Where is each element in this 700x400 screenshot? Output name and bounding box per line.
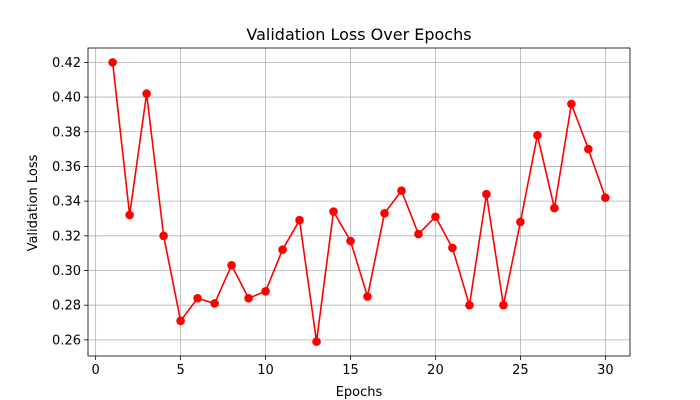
x-tick-label: 20 <box>427 363 444 378</box>
data-point <box>295 215 304 225</box>
data-point <box>312 337 321 346</box>
series-line <box>111 62 607 343</box>
data-point <box>550 203 559 213</box>
data-point <box>261 287 270 296</box>
series-layer <box>108 58 610 346</box>
data-point <box>584 144 593 154</box>
data-point <box>176 316 185 326</box>
data-point <box>210 299 219 308</box>
x-axis-ticks: 0 5 10 15 20 25 30 <box>92 356 614 378</box>
y-tick-label: 0.34 <box>52 195 81 210</box>
y-axis-ticks: 0.26 0.28 0.30 0.32 0.34 0.36 0.38 0.40 0.42 <box>52 56 88 348</box>
data-point <box>108 58 117 67</box>
data-point <box>533 130 542 140</box>
data-point <box>380 208 389 218</box>
data-point <box>482 189 491 199</box>
data-point <box>567 99 576 109</box>
x-tick-label: 5 <box>176 363 184 378</box>
y-tick-label: 0.28 <box>52 299 81 314</box>
data-point <box>227 260 236 270</box>
data-point <box>516 217 525 227</box>
data-point <box>193 293 202 303</box>
data-point <box>601 193 610 202</box>
data-point <box>431 212 440 222</box>
y-tick-label: 0.36 <box>52 160 81 175</box>
data-point <box>125 210 134 220</box>
y-tick-label: 0.32 <box>52 229 81 244</box>
plot-area-border <box>87 47 631 357</box>
x-tick-label: 25 <box>512 363 529 378</box>
data-point <box>278 245 287 254</box>
data-point <box>465 300 474 310</box>
data-point <box>159 231 168 241</box>
y-tick-label: 0.26 <box>52 333 81 348</box>
y-tick-label: 0.42 <box>52 56 81 71</box>
data-point <box>448 243 457 253</box>
x-tick-label: 10 <box>257 363 274 378</box>
data-point <box>414 229 423 239</box>
x-tick-label: 30 <box>597 363 614 378</box>
y-tick-label: 0.30 <box>52 264 81 279</box>
x-axis-label: Epochs <box>336 385 383 400</box>
axes-frame <box>87 47 631 357</box>
data-point <box>499 300 508 310</box>
data-point <box>244 293 253 303</box>
x-tick-label: 15 <box>342 363 359 378</box>
data-point <box>397 186 406 196</box>
y-tick-label: 0.38 <box>52 125 81 140</box>
chart-title: Validation Loss Over Epochs <box>246 25 471 44</box>
x-tick-label: 0 <box>92 363 100 378</box>
y-tick-label: 0.40 <box>52 91 81 106</box>
data-point <box>329 207 338 216</box>
data-point <box>346 236 355 246</box>
data-point <box>363 292 372 301</box>
data-point <box>142 89 151 98</box>
y-axis-label: Validation Loss <box>26 154 41 251</box>
